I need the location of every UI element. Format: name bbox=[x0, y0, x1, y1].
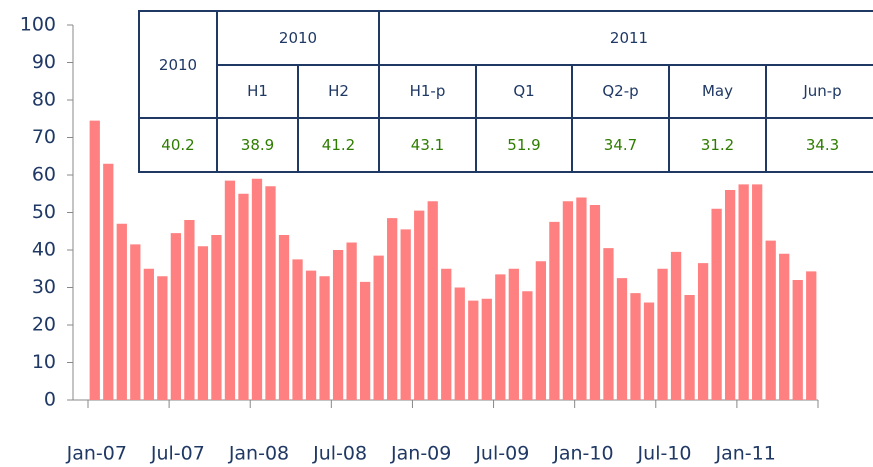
y-tick-label: 40 bbox=[32, 239, 56, 261]
bar bbox=[752, 184, 763, 400]
y-tick-label: 90 bbox=[32, 51, 56, 73]
bar bbox=[468, 300, 479, 400]
bar bbox=[116, 223, 127, 400]
x-tick-label: Jan-10 bbox=[552, 443, 613, 465]
bar bbox=[251, 178, 263, 400]
bar bbox=[684, 295, 695, 400]
bar bbox=[427, 201, 438, 400]
bar bbox=[576, 197, 587, 400]
y-tick-label: 30 bbox=[32, 276, 56, 298]
y-tick-label: 80 bbox=[32, 89, 56, 111]
y-tick-label: 50 bbox=[32, 201, 56, 223]
bar bbox=[589, 205, 601, 400]
table-cell: 38.9 bbox=[216, 117, 299, 173]
header-cell: 2011 bbox=[377, 10, 873, 66]
bar bbox=[643, 302, 655, 400]
bar bbox=[616, 278, 628, 400]
bar bbox=[657, 268, 668, 400]
bar bbox=[670, 251, 682, 400]
y-tick-label: 60 bbox=[32, 164, 56, 186]
x-tick-label: Jul-10 bbox=[637, 443, 692, 465]
bar bbox=[89, 120, 100, 400]
table-cell: H1-p bbox=[378, 63, 477, 120]
bar bbox=[697, 263, 709, 400]
bar bbox=[130, 244, 141, 400]
x-tick-label: Jan-07 bbox=[66, 443, 127, 465]
bar bbox=[359, 281, 371, 400]
bar bbox=[779, 253, 790, 400]
y-tick-label: 70 bbox=[32, 126, 56, 148]
table-cell: 43.1 bbox=[378, 117, 477, 173]
y-tick-label: 10 bbox=[32, 351, 56, 373]
bar bbox=[495, 274, 506, 400]
bar bbox=[211, 235, 222, 400]
bar bbox=[305, 270, 317, 400]
bar bbox=[806, 271, 817, 400]
table-cell: Q1 bbox=[475, 63, 573, 120]
bar bbox=[373, 255, 384, 400]
x-tick-label: Jan-08 bbox=[228, 443, 289, 465]
table: 2010 2010 2011 H1 H2 H1-p Q1 Q2-p May Jun-p 40… bbox=[138, 10, 873, 173]
x-tick-label: Jan-09 bbox=[390, 443, 451, 465]
bar bbox=[603, 248, 614, 400]
header-cell: 2010 bbox=[138, 10, 218, 120]
bar bbox=[197, 246, 209, 400]
y-tick-label: 0 bbox=[44, 389, 56, 411]
table-cell: 51.9 bbox=[475, 117, 573, 173]
bar bbox=[441, 268, 452, 400]
bar bbox=[265, 186, 276, 400]
x-tick-label: Jan-11 bbox=[714, 443, 775, 465]
y-tick-label: 100 bbox=[20, 14, 56, 36]
bar bbox=[414, 210, 425, 400]
header-cell: 2010 bbox=[216, 10, 380, 66]
bar bbox=[224, 180, 236, 400]
bar bbox=[562, 201, 574, 400]
bar bbox=[522, 291, 533, 400]
bar bbox=[630, 293, 641, 400]
summary-table: 2010 2010 2011 H1 H2 H1-p Q1 Q2-p May Jun-p 40… bbox=[138, 10, 873, 174]
bar bbox=[387, 218, 398, 400]
x-tick-label: Jul-08 bbox=[312, 443, 367, 465]
bar bbox=[346, 242, 357, 400]
bar bbox=[292, 259, 303, 400]
bar bbox=[157, 276, 168, 400]
bar bbox=[738, 184, 749, 400]
table-cell: 41.2 bbox=[297, 117, 380, 173]
bar bbox=[170, 233, 182, 400]
bar bbox=[319, 276, 330, 400]
table-cell: 34.3 bbox=[764, 117, 873, 173]
bar bbox=[481, 298, 492, 400]
bar bbox=[143, 268, 154, 400]
bar bbox=[549, 221, 560, 400]
bar bbox=[400, 229, 411, 400]
bar bbox=[332, 250, 344, 400]
table-cell: Jun-p bbox=[764, 63, 873, 120]
table-cell: May bbox=[668, 63, 767, 120]
bar bbox=[508, 268, 519, 400]
x-tick-label: Jul-09 bbox=[474, 443, 529, 465]
bar bbox=[238, 193, 249, 400]
table-cell: 40.2 bbox=[138, 117, 218, 173]
x-tick-label: Jul-07 bbox=[150, 443, 205, 465]
table-cell: Q2-p bbox=[571, 63, 670, 120]
bar bbox=[724, 190, 736, 400]
bar bbox=[184, 220, 195, 400]
bar bbox=[711, 208, 722, 400]
bar bbox=[278, 235, 290, 400]
table-cell: H1 bbox=[216, 63, 299, 120]
bar bbox=[454, 287, 465, 400]
bar bbox=[535, 261, 547, 400]
bar bbox=[103, 163, 114, 400]
bar bbox=[792, 280, 803, 400]
y-tick-label: 20 bbox=[32, 314, 56, 336]
table-cell: H2 bbox=[297, 63, 380, 120]
table-cell: 31.2 bbox=[668, 117, 767, 173]
bar bbox=[765, 240, 776, 400]
table-cell: 34.7 bbox=[571, 117, 670, 173]
